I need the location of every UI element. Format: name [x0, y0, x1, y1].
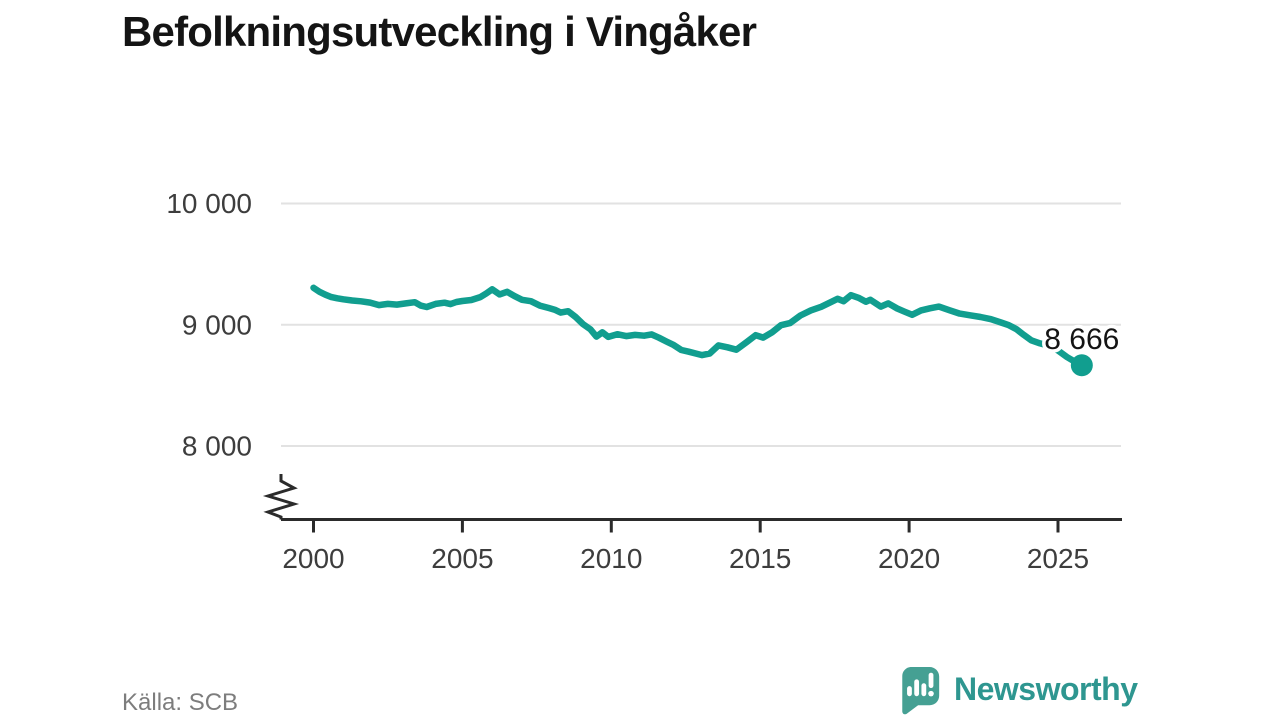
- y-tick-label: 9 000: [182, 309, 252, 340]
- annotations: 8 666: [1041, 320, 1123, 377]
- x-tick-label: 2020: [878, 543, 940, 574]
- x-tick-label: 2015: [729, 543, 791, 574]
- end-value-label: 8 666: [1044, 323, 1119, 356]
- y-tick-label: 8 000: [182, 431, 252, 462]
- axis-labels: 10 000 9 000 8 000 2000 2005 2010 2015 2020 2025: [166, 188, 1089, 574]
- x-tick-label: 2005: [431, 543, 493, 574]
- line-series: [310, 284, 1086, 369]
- y-tick-label: 10 000: [166, 188, 252, 219]
- x-tick-label: 2010: [580, 543, 642, 574]
- logo-bar-chart-icon: [907, 672, 934, 697]
- newsworthy-logo-icon: [902, 666, 940, 715]
- axes: [262, 474, 1122, 533]
- y-axis-break-icon: [262, 474, 300, 520]
- newsworthy-brand: Newsworthy: [897, 663, 1138, 715]
- gridlines: [281, 202, 1121, 447]
- end-point-marker: [1070, 354, 1093, 377]
- x-tick-label: 2025: [1027, 543, 1089, 574]
- population-line: [310, 284, 1086, 369]
- newsworthy-logo-text: Newsworthy: [954, 670, 1138, 707]
- x-tick-label: 2000: [282, 543, 344, 574]
- page-title: Befolkningsutveckling i Vingåker: [122, 8, 757, 55]
- source-label: Källa: SCB: [122, 689, 239, 716]
